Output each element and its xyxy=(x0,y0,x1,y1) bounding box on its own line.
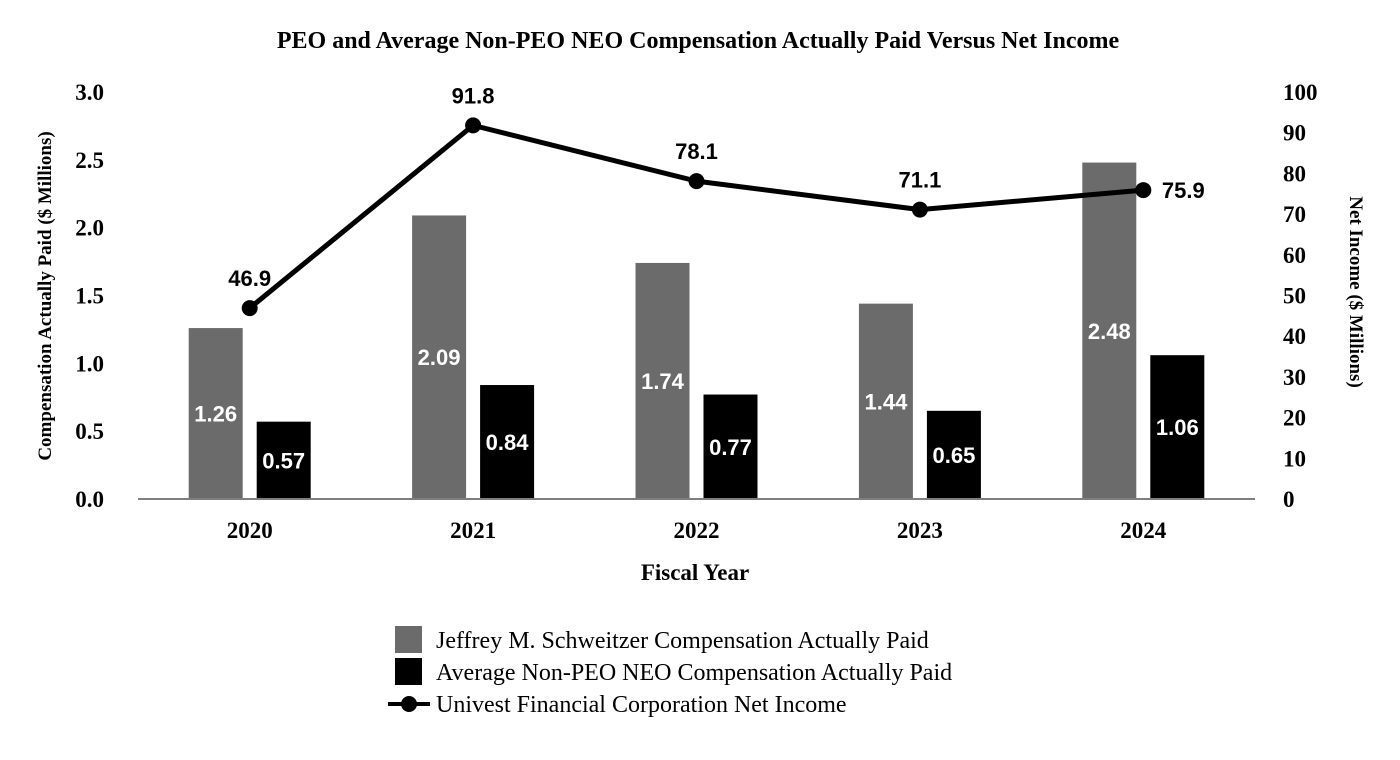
net-income-label-2024: 75.9 xyxy=(1162,178,1205,203)
peo-bar-2021 xyxy=(412,215,467,499)
neo-bar-label-2023: 0.65 xyxy=(932,443,975,468)
legend-swatch-peo xyxy=(395,626,422,653)
neo-bar-label-2021: 0.84 xyxy=(486,430,530,455)
legend-swatch-neo xyxy=(395,658,422,685)
neo-bar-2020 xyxy=(256,421,311,499)
y2-tick-label: 20 xyxy=(1283,406,1306,431)
y2-axis-title: Net Income ($ Millions) xyxy=(1345,196,1366,388)
net-income-label-2020: 46.9 xyxy=(228,266,271,291)
peo-bar-2020 xyxy=(188,328,243,499)
y2-tick-label: 100 xyxy=(1283,80,1318,105)
peo-bar-label-2022: 1.74 xyxy=(641,369,685,394)
y-tick-label: 0.0 xyxy=(75,487,104,512)
net-income-label-2021: 91.8 xyxy=(452,83,495,108)
y2-tick-label: 0 xyxy=(1283,487,1295,512)
x-axis-title: Fiscal Year xyxy=(641,560,749,585)
legend: Jeffrey M. Schweitzer Compensation Actua… xyxy=(388,626,952,718)
x-tick-label-2021: 2021 xyxy=(450,518,496,543)
neo-bar-label-2020: 0.57 xyxy=(262,448,305,473)
x-tick-label-2023: 2023 xyxy=(897,518,943,543)
y-tick-label: 2.0 xyxy=(75,216,104,241)
neo-bar-label-2022: 0.77 xyxy=(709,435,752,460)
y-tick-label: 3.0 xyxy=(75,80,104,105)
y-axis-title: Compensation Actually Paid ($ Millions) xyxy=(35,131,56,460)
legend-label-peo: Jeffrey M. Schweitzer Compensation Actua… xyxy=(436,628,929,654)
net-income-point-2020 xyxy=(241,300,258,317)
chart-title: PEO and Average Non-PEO NEO Compensation… xyxy=(277,28,1120,54)
legend-label-neo: Average Non-PEO NEO Compensation Actuall… xyxy=(436,660,952,686)
net-income-point-2021 xyxy=(465,117,482,134)
y2-tick-label: 70 xyxy=(1283,202,1306,227)
neo-bar-2024 xyxy=(1150,355,1205,499)
axes-group: 0.0 0.5 1.0 1.5 2.0 2.5 3.0 0 10 20 30 40 50 60 70 80 90… xyxy=(35,80,1366,585)
peo-bar-2022 xyxy=(635,262,690,499)
peo-bar-label-2024: 2.48 xyxy=(1088,319,1131,344)
net-income-label-2022: 78.1 xyxy=(675,139,718,164)
net-income-line-group: 46.9 91.8 78.1 71.1 75.9 xyxy=(228,83,1205,317)
legend-swatch-net-income-marker xyxy=(401,696,417,712)
x-tick-label-2024: 2024 xyxy=(1120,518,1167,543)
net-income-point-2022 xyxy=(688,173,705,190)
neo-bar-2022 xyxy=(703,394,758,499)
y2-tick-label: 90 xyxy=(1283,121,1306,146)
y-tick-label: 0.5 xyxy=(75,419,104,444)
y2-tick-label: 40 xyxy=(1283,324,1306,349)
neo-bar-2023 xyxy=(926,410,981,499)
peo-bar-label-2023: 1.44 xyxy=(864,389,908,414)
y2-tick-label: 80 xyxy=(1283,161,1306,186)
neo-bar-2021 xyxy=(480,385,535,499)
peo-bar-2024 xyxy=(1082,162,1137,499)
net-income-point-2024 xyxy=(1135,182,1152,199)
y2-tick-label: 60 xyxy=(1283,243,1306,268)
neo-bar-label-2024: 1.06 xyxy=(1156,415,1199,440)
y-tick-label: 1.5 xyxy=(75,284,104,309)
net-income-point-2023 xyxy=(911,201,928,218)
net-income-label-2023: 71.1 xyxy=(898,168,941,193)
peo-bar-label-2020: 1.26 xyxy=(194,402,237,427)
y2-tick-label: 30 xyxy=(1283,365,1306,390)
legend-label-net-income: Univest Financial Corporation Net Income xyxy=(436,692,847,718)
peo-bar-label-2021: 2.09 xyxy=(418,345,461,370)
y-tick-label: 2.5 xyxy=(75,148,104,173)
x-tick-label-2020: 2020 xyxy=(227,518,273,543)
bars-group: 1.26 0.57 2.09 0.84 1.74 0.77 1.44 0.65 2.48 1.06 xyxy=(188,162,1205,499)
y-tick-label: 1.0 xyxy=(75,351,104,376)
y2-tick-label: 10 xyxy=(1283,446,1306,471)
peo-bar-2023 xyxy=(858,303,913,499)
x-tick-label-2022: 2022 xyxy=(674,518,720,543)
y2-tick-label: 50 xyxy=(1283,284,1306,309)
